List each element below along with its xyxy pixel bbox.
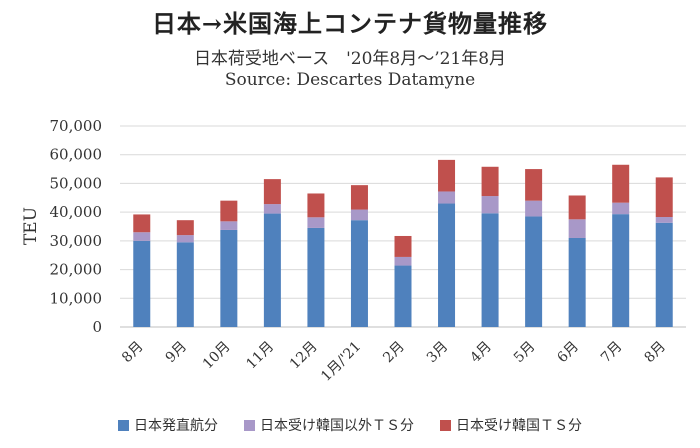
x-tick-label: 11月 bbox=[243, 339, 277, 373]
bar-segment bbox=[263, 179, 281, 205]
y-tick-label: 40,000 bbox=[50, 203, 103, 221]
bar-segment bbox=[263, 204, 281, 214]
y-tick-label: 10,000 bbox=[50, 289, 103, 307]
bar-segment bbox=[481, 213, 499, 327]
bar-segment bbox=[133, 232, 151, 241]
y-tick-label: 50,000 bbox=[50, 174, 103, 192]
bar-segment bbox=[394, 265, 412, 327]
x-tick-label: 1月/'21 bbox=[318, 339, 364, 385]
bar-segment bbox=[307, 193, 325, 218]
bar-segment bbox=[655, 217, 673, 223]
bar-segment bbox=[612, 214, 630, 327]
bar-segment bbox=[481, 166, 499, 197]
x-tick-label: 10月 bbox=[200, 339, 234, 373]
bar-segment bbox=[568, 195, 586, 220]
bar-segment bbox=[133, 214, 151, 233]
x-tick-label: 5月 bbox=[511, 339, 539, 367]
x-tick-label: 8月 bbox=[642, 339, 670, 367]
bar-segment bbox=[438, 191, 456, 204]
y-tick-label: 20,000 bbox=[50, 261, 103, 279]
bar-segment bbox=[133, 240, 151, 327]
bar-segment bbox=[438, 159, 456, 192]
bar-segment bbox=[263, 213, 281, 327]
bar-segment bbox=[525, 169, 543, 201]
legend-swatch bbox=[244, 419, 255, 431]
bar-segment bbox=[350, 209, 368, 221]
bar-segment bbox=[612, 202, 630, 215]
x-tick-label: 9月 bbox=[163, 339, 191, 367]
legend-item: 日本発直航分 bbox=[118, 415, 218, 435]
bar-segment bbox=[525, 216, 543, 327]
bar-segment bbox=[220, 221, 238, 230]
bar-segment bbox=[176, 220, 194, 236]
legend-item: 日本受け韓国ＴＳ分 bbox=[440, 415, 582, 435]
y-tick-label: 60,000 bbox=[50, 146, 103, 164]
bar-segment bbox=[655, 222, 673, 327]
bar-segment bbox=[307, 227, 325, 327]
x-tick-label: 3月 bbox=[424, 339, 452, 367]
bar-segment bbox=[612, 164, 630, 203]
bar-segment bbox=[307, 217, 325, 228]
x-tick-label: 2月 bbox=[380, 339, 408, 367]
x-tick-label: 7月 bbox=[598, 339, 626, 367]
stacked-bar-chart: 0 10,000 20,000 30,000 40,000 50,000 60,000 70,… bbox=[21, 117, 686, 385]
bar-segment bbox=[176, 242, 194, 327]
bars bbox=[133, 159, 673, 327]
y-tick-label: 0 bbox=[92, 318, 102, 336]
legend-item: 日本受け韓国以外ＴＳ分 bbox=[244, 415, 414, 435]
bar-segment bbox=[220, 200, 238, 222]
y-tick-label: 70,000 bbox=[50, 117, 103, 135]
legend-label: 日本受け韓国以外ＴＳ分 bbox=[260, 418, 414, 434]
bar-segment bbox=[394, 256, 412, 266]
bar-segment bbox=[220, 229, 238, 327]
chart-source: Source: Descartes Datamyne bbox=[224, 70, 476, 90]
x-tick-label: 4月 bbox=[467, 339, 495, 367]
bar-segment bbox=[568, 219, 586, 238]
legend-label: 日本発直航分 bbox=[134, 418, 218, 434]
legend-swatch bbox=[118, 419, 129, 431]
bar-segment bbox=[525, 200, 543, 217]
bar-segment bbox=[394, 235, 412, 257]
y-axis-label: TEU bbox=[21, 207, 41, 245]
x-tick-label: 6月 bbox=[554, 339, 582, 367]
bar-segment bbox=[568, 237, 586, 327]
y-tick-label: 30,000 bbox=[50, 232, 103, 250]
x-tick-label: 12月 bbox=[287, 339, 321, 373]
bar-segment bbox=[350, 220, 368, 327]
bar-segment bbox=[481, 196, 499, 214]
legend-label: 日本受け韓国ＴＳ分 bbox=[456, 418, 582, 434]
legend: 日本発直航分 日本受け韓国以外ＴＳ分 日本受け韓国ＴＳ分 bbox=[0, 415, 700, 435]
legend-swatch bbox=[440, 419, 451, 431]
chart-title: 日本→米国海上コンテナ貨物量推移 bbox=[151, 9, 549, 38]
bar-segment bbox=[350, 185, 368, 210]
chart-subtitle: 日本荷受地ベース '20年8月～’21年8月 bbox=[193, 49, 507, 69]
bar-segment bbox=[438, 203, 456, 327]
x-tick-label: 8月 bbox=[119, 339, 147, 367]
bar-segment bbox=[176, 235, 194, 243]
bar-segment bbox=[655, 177, 673, 218]
